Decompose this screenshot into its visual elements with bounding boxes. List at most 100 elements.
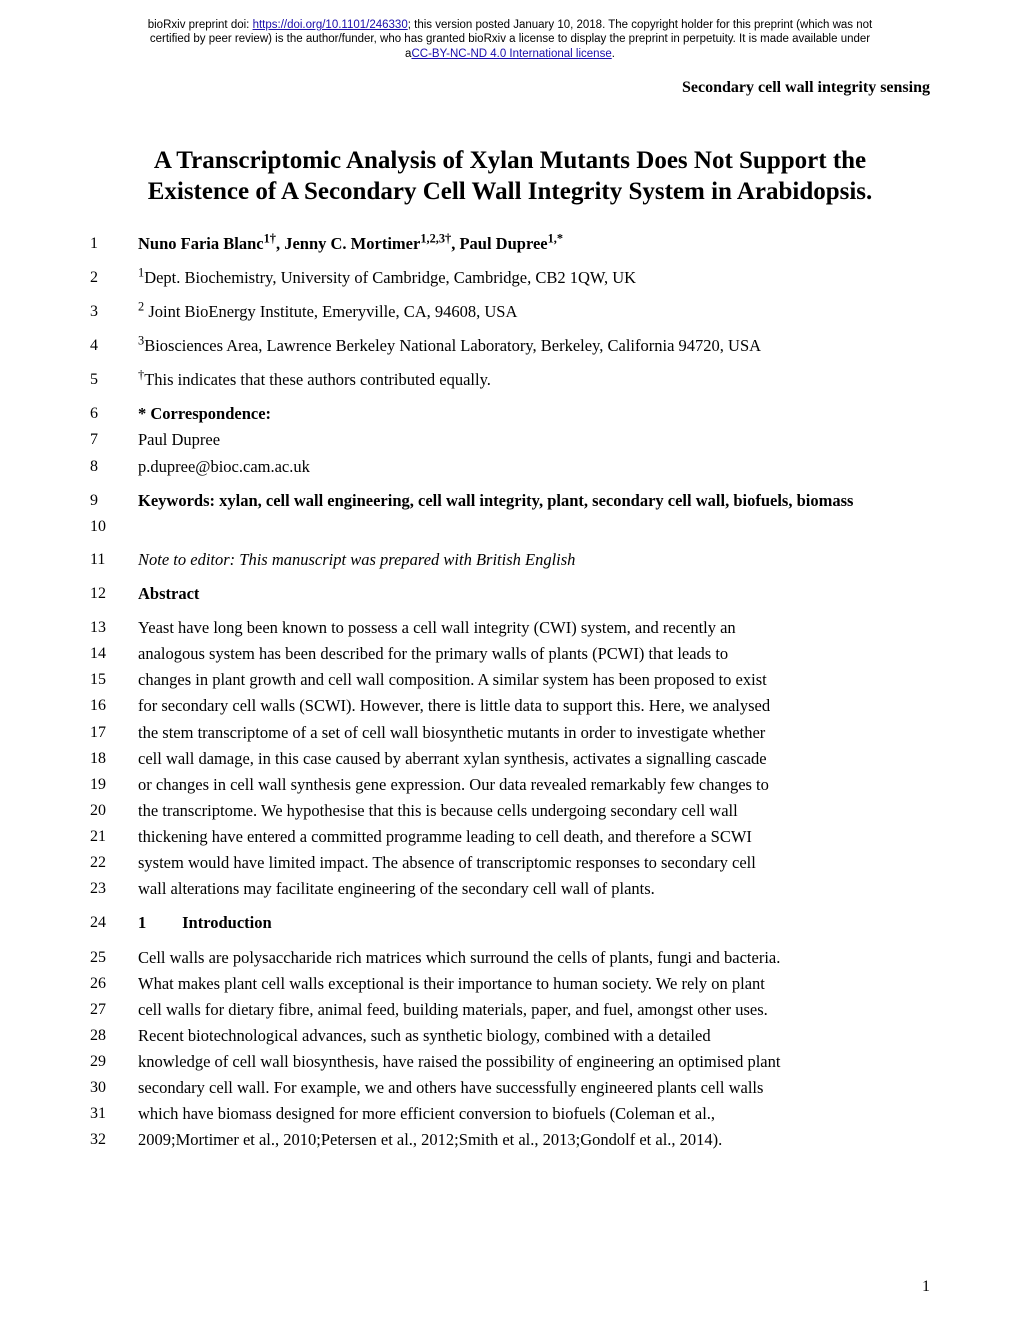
line-number: 2 [90,268,138,287]
line-number: 26 [90,974,138,993]
line-number: 9 [90,491,138,510]
abstract-text: the transcriptome. We hypothesise that t… [138,801,930,821]
line-number: 25 [90,948,138,967]
content: 1 Nuno Faria Blanc1†, Jenny C. Mortimer1… [90,234,930,1151]
page-number: 1 [922,1278,930,1296]
line-number: 27 [90,1000,138,1019]
line-number: 31 [90,1104,138,1123]
abstract-text: thickening have entered a committed prog… [138,827,930,847]
affiliation-3: 3Biosciences Area, Lawrence Berkeley Nat… [138,336,930,356]
intro-text: secondary cell wall. For example, we and… [138,1078,930,1098]
intro-text: What makes plant cell walls exceptional … [138,974,930,994]
abstract-text: or changes in cell wall synthesis gene e… [138,775,930,795]
equal-contrib-row: 5 †This indicates that these authors con… [90,370,930,390]
section-heading-row: 24 1 Introduction [90,913,930,933]
affiliation-row: 2 1Dept. Biochemistry, University of Cam… [90,268,930,288]
correspondence-name: Paul Dupree [138,430,930,450]
intro-line: 26What makes plant cell walls exceptiona… [90,974,930,994]
abstract-line: 23wall alterations may facilitate engine… [90,879,930,899]
abstract-text: changes in plant growth and cell wall co… [138,670,930,690]
affiliation-1-text: Dept. Biochemistry, University of Cambri… [144,268,636,287]
running-head: Secondary cell wall integrity sensing [90,79,930,97]
line-number: 21 [90,827,138,846]
line-number: 17 [90,723,138,742]
section-number: 1 [138,913,178,933]
abstract-text: the stem transcriptome of a set of cell … [138,723,930,743]
section-title: Introduction [182,913,272,932]
affiliation-3-text: Biosciences Area, Lawrence Berkeley Nati… [144,336,761,355]
intro-text: cell walls for dietary fibre, animal fee… [138,1000,930,1020]
line-number: 6 [90,404,138,423]
intro-line: 31which have biomass designed for more e… [90,1104,930,1124]
correspondence-label: * Correspondence: [138,404,930,424]
line-number: 24 [90,913,138,932]
affiliation-2: 2 Joint BioEnergy Institute, Emeryville,… [138,302,930,322]
intro-line: 29knowledge of cell wall biosynthesis, h… [90,1052,930,1072]
intro-line: 27cell walls for dietary fibre, animal f… [90,1000,930,1020]
doi-link[interactable]: https://doi.org/10.1101/246330 [253,19,408,31]
line-number: 11 [90,550,138,569]
correspondence-email: p.dupree@bioc.cam.ac.uk [138,457,930,477]
note-row: 11 Note to editor: This manuscript was p… [90,550,930,570]
abstract-text: cell wall damage, in this case caused by… [138,749,930,769]
intro-line: 322009;Mortimer et al., 2010;Petersen et… [90,1130,930,1150]
abstract-line: 17the stem transcriptome of a set of cel… [90,723,930,743]
abstract-line: 14analogous system has been described fo… [90,644,930,664]
abstract-line: 16for secondary cell walls (SCWI). Howev… [90,696,930,716]
intro-text: which have biomass designed for more eff… [138,1104,930,1124]
equal-contrib: †This indicates that these authors contr… [138,370,930,390]
intro-line: 25Cell walls are polysaccharide rich mat… [90,948,930,968]
line-number: 23 [90,879,138,898]
line-number: 4 [90,336,138,355]
line-number: 3 [90,302,138,321]
abstract-line: 18cell wall damage, in this case caused … [90,749,930,769]
line-number: 28 [90,1026,138,1045]
keywords: Keywords: xylan, cell wall engineering, … [138,491,930,511]
line-number: 8 [90,457,138,476]
intro-text: Recent biotechnological advances, such a… [138,1026,930,1046]
abstract-text: for secondary cell walls (SCWI). However… [138,696,930,716]
correspondence-label-row: 6 * Correspondence: [90,404,930,424]
intro-line: 28Recent biotechnological advances, such… [90,1026,930,1046]
intro-text: 2009;Mortimer et al., 2010;Petersen et a… [138,1130,930,1150]
abstract-heading-row: 12 Abstract [90,584,930,604]
line-number: 19 [90,775,138,794]
line-number: 16 [90,696,138,715]
preprint-line1-suffix: ; this version posted January 10, 2018. … [408,19,873,31]
abstract-text: Yeast have long been known to possess a … [138,618,930,638]
line-number: 12 [90,584,138,603]
editor-note: Note to editor: This manuscript was prep… [138,550,930,570]
authors: Nuno Faria Blanc1†, Jenny C. Mortimer1,2… [138,234,930,254]
line-number: 32 [90,1130,138,1149]
abstract-line: 19or changes in cell wall synthesis gene… [90,775,930,795]
abstract-line: 13Yeast have long been known to possess … [90,618,930,638]
affiliation-row: 3 2 Joint BioEnergy Institute, Emeryvill… [90,302,930,322]
intro-line: 30secondary cell wall. For example, we a… [90,1078,930,1098]
line-number: 1 [90,234,138,253]
line-number: 13 [90,618,138,637]
line-number: 22 [90,853,138,872]
keywords-row: 9 Keywords: xylan, cell wall engineering… [90,491,930,511]
abstract-line: 15changes in plant growth and cell wall … [90,670,930,690]
line-number: 15 [90,670,138,689]
keywords-row-2: 10 [90,517,930,536]
intro-text: Cell walls are polysaccharide rich matri… [138,948,930,968]
license-link[interactable]: CC-BY-NC-ND 4.0 International license [411,48,611,60]
line-number: 10 [90,517,138,536]
line-number: 30 [90,1078,138,1097]
equal-contrib-text: This indicates that these authors contri… [144,370,491,389]
page: bioRxiv preprint doi: https://doi.org/10… [0,0,1020,1320]
abstract-text: wall alterations may facilitate engineer… [138,879,930,899]
abstract-heading: Abstract [138,584,930,604]
affiliation-row: 4 3Biosciences Area, Lawrence Berkeley N… [90,336,930,356]
line-number: 5 [90,370,138,389]
abstract-text: analogous system has been described for … [138,644,930,664]
abstract-text: system would have limited impact. The ab… [138,853,930,873]
preprint-header: bioRxiv preprint doi: https://doi.org/10… [90,18,930,61]
affiliation-2-text: Joint BioEnergy Institute, Emeryville, C… [144,302,517,321]
line-number: 18 [90,749,138,768]
preprint-line2: certified by peer review) is the author/… [150,33,870,45]
paper-title: A Transcriptomic Analysis of Xylan Mutan… [105,145,915,208]
preprint-line1-prefix: bioRxiv preprint doi: [148,19,253,31]
correspondence-email-row: 8 p.dupree@bioc.cam.ac.uk [90,457,930,477]
